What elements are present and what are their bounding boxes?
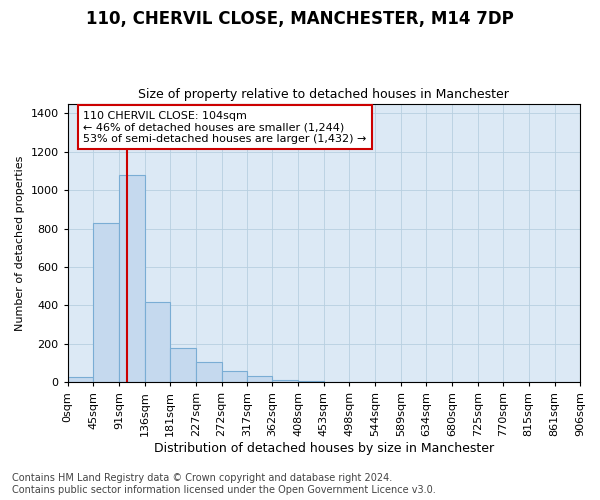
Y-axis label: Number of detached properties: Number of detached properties xyxy=(15,155,25,330)
Bar xyxy=(170,348,196,382)
Bar xyxy=(196,362,221,382)
Text: 110, CHERVIL CLOSE, MANCHESTER, M14 7DP: 110, CHERVIL CLOSE, MANCHESTER, M14 7DP xyxy=(86,10,514,28)
Title: Size of property relative to detached houses in Manchester: Size of property relative to detached ho… xyxy=(139,88,509,101)
Bar xyxy=(145,302,170,382)
Bar xyxy=(93,222,119,382)
Bar xyxy=(221,371,247,382)
Text: Contains HM Land Registry data © Crown copyright and database right 2024.
Contai: Contains HM Land Registry data © Crown c… xyxy=(12,474,436,495)
Bar xyxy=(272,380,298,382)
Text: 110 CHERVIL CLOSE: 104sqm
← 46% of detached houses are smaller (1,244)
53% of se: 110 CHERVIL CLOSE: 104sqm ← 46% of detac… xyxy=(83,110,367,144)
Bar xyxy=(119,174,145,382)
X-axis label: Distribution of detached houses by size in Manchester: Distribution of detached houses by size … xyxy=(154,442,494,455)
Bar xyxy=(68,378,93,382)
Bar xyxy=(247,376,272,382)
